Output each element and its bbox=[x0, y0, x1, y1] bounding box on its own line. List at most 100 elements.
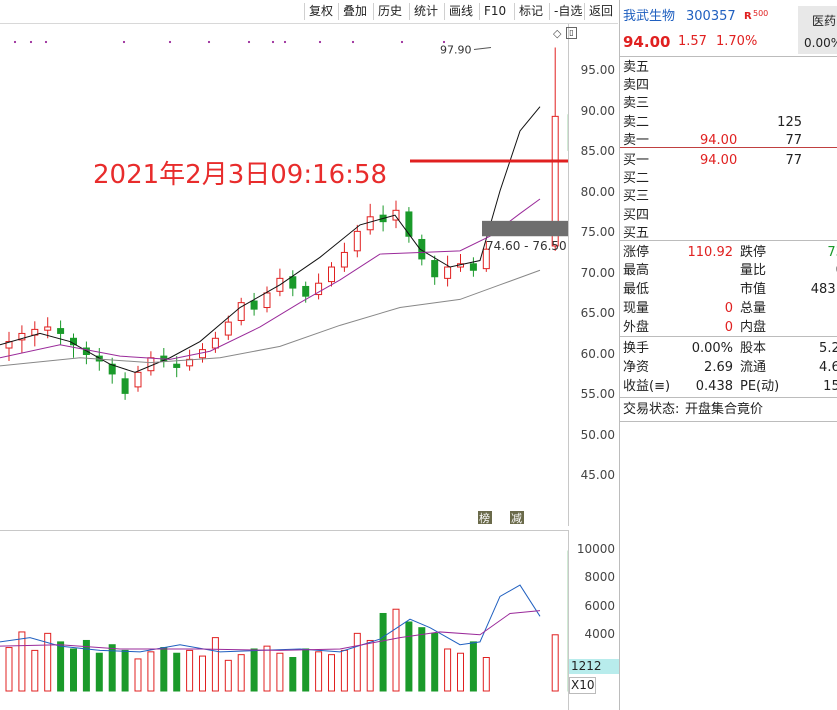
candle-body[interactable] bbox=[173, 363, 181, 368]
candle-body[interactable] bbox=[302, 285, 310, 297]
candle-body[interactable] bbox=[5, 341, 13, 349]
orderbook-row[interactable]: 卖四 bbox=[620, 77, 837, 95]
toolbar-button-6[interactable]: 标记 bbox=[514, 3, 547, 20]
stat-label: 现量 bbox=[623, 301, 650, 316]
volume-bar bbox=[95, 652, 103, 692]
volume-tick: 8000 bbox=[584, 570, 615, 585]
candle-body[interactable] bbox=[366, 216, 374, 231]
candle-body[interactable] bbox=[18, 332, 26, 341]
toolbar-button-0[interactable]: 复权 bbox=[304, 3, 337, 20]
volume-chart[interactable] bbox=[0, 530, 568, 696]
volume-axis: 10000 8000 6000 4000 1212 X10 bbox=[568, 530, 621, 710]
orderbook-label: 买二 bbox=[623, 171, 650, 187]
volume-bar bbox=[160, 647, 168, 692]
volume-bar bbox=[121, 649, 129, 692]
stat-label: 净资 bbox=[623, 360, 650, 375]
orderbook-row[interactable]: 买四 bbox=[620, 207, 837, 225]
toolbar-button-7[interactable]: -自选 bbox=[549, 3, 586, 20]
stat-value: 73. bbox=[827, 245, 837, 260]
marker-dot bbox=[247, 40, 251, 44]
orderbook-row[interactable]: 卖一 94.00 77 bbox=[620, 132, 837, 150]
high-marker-label: 97.90 bbox=[440, 44, 472, 57]
toolbar-button-2[interactable]: 历史 bbox=[373, 3, 406, 20]
volume-bar bbox=[328, 654, 335, 692]
stat-label: 最低 bbox=[623, 282, 650, 297]
toolbar-button-5[interactable]: F10 bbox=[479, 3, 510, 20]
candle-body[interactable] bbox=[418, 238, 426, 260]
candle-body[interactable] bbox=[224, 321, 232, 336]
candle-body[interactable] bbox=[328, 266, 335, 283]
sector-name: 医药 bbox=[812, 14, 837, 28]
r-tag: R bbox=[744, 11, 752, 22]
volume-bar bbox=[250, 648, 258, 692]
candle-body[interactable] bbox=[444, 266, 452, 279]
candle-body[interactable] bbox=[340, 251, 348, 268]
orderbook-label: 卖五 bbox=[623, 60, 650, 75]
orderbook-label: 买三 bbox=[623, 189, 650, 205]
event-badge[interactable]: 榜 bbox=[479, 511, 490, 525]
candle-body[interactable] bbox=[431, 260, 439, 278]
sector-box[interactable]: 医药 0.00% bbox=[798, 6, 837, 54]
toolbar-button-8[interactable]: 返回 bbox=[584, 3, 617, 20]
candle-body[interactable] bbox=[551, 115, 559, 247]
orderbook-label: 卖四 bbox=[623, 78, 650, 94]
candle-body[interactable] bbox=[57, 328, 65, 334]
candle-body[interactable] bbox=[315, 282, 323, 296]
volume-bar bbox=[302, 648, 310, 692]
toolbar-button-4[interactable]: 画线 bbox=[444, 3, 477, 20]
price-tick: 95.00 bbox=[580, 63, 615, 77]
candle-body[interactable] bbox=[392, 209, 400, 221]
toolbar-button-1[interactable]: 叠加 bbox=[338, 3, 371, 20]
orderbook-price: 94.00 bbox=[700, 132, 738, 148]
candle-body[interactable] bbox=[289, 276, 297, 289]
stats-row: 净资 2.69 流通 4.69 bbox=[620, 359, 837, 377]
candle-body[interactable] bbox=[147, 357, 155, 372]
candle-body[interactable] bbox=[44, 326, 52, 331]
orderbook-row[interactable]: 买一 94.00 77 bbox=[620, 152, 837, 170]
candle-body[interactable] bbox=[469, 263, 477, 271]
stock-name[interactable]: 我武生物 bbox=[623, 9, 676, 24]
orderbook-row[interactable]: 卖三 bbox=[620, 95, 837, 113]
volume-bar bbox=[353, 632, 361, 692]
volume-tick: 10000 bbox=[576, 542, 615, 556]
candle-body[interactable] bbox=[134, 371, 142, 388]
orderbook-label: 买四 bbox=[623, 207, 650, 223]
candle-body[interactable] bbox=[237, 302, 245, 321]
toolbar-button-3[interactable]: 统计 bbox=[409, 3, 442, 20]
candle-body[interactable] bbox=[108, 363, 116, 375]
volume-bar bbox=[366, 639, 374, 692]
timestamp-overlay: 2021年2月3日09:16:58 bbox=[93, 160, 388, 190]
orderbook-price: 94.00 bbox=[700, 153, 738, 168]
candle-body[interactable] bbox=[353, 230, 361, 252]
candlestick-chart[interactable]: 97.90 74.60 - 76.50 榜 减 bbox=[0, 24, 568, 526]
candle-body[interactable] bbox=[211, 337, 219, 349]
candle-body[interactable] bbox=[405, 211, 413, 237]
marker-dot bbox=[283, 40, 287, 44]
volume-bar bbox=[5, 647, 13, 692]
volume-bar bbox=[263, 645, 271, 692]
orderbook-row[interactable]: 卖五 bbox=[620, 59, 837, 77]
orderbook-row[interactable]: 卖二 125 bbox=[620, 114, 837, 132]
stat-label: 最高 bbox=[623, 263, 650, 278]
orderbook-row[interactable]: 买三 bbox=[620, 188, 837, 206]
stat-value: 0.438 bbox=[695, 379, 733, 394]
diamond-icon[interactable]: ◇ bbox=[553, 27, 562, 40]
volume-multiplier[interactable]: X10 bbox=[569, 677, 596, 694]
volume-bar bbox=[147, 651, 155, 692]
candle-body[interactable] bbox=[482, 248, 490, 270]
stat-label: PE(动) bbox=[740, 379, 780, 394]
orderbook-row[interactable]: 买五 bbox=[620, 225, 837, 243]
price-tick: 90.00 bbox=[580, 103, 615, 118]
event-badge-bg bbox=[510, 511, 524, 524]
candle-body[interactable] bbox=[263, 292, 271, 309]
stats-row: 换手 0.00% 股本 5.24 bbox=[620, 340, 837, 358]
marker-dot bbox=[400, 40, 404, 44]
volume-bar bbox=[211, 637, 219, 692]
orderbook-row[interactable]: 买二 bbox=[620, 170, 837, 188]
candle-body[interactable] bbox=[250, 300, 258, 310]
candle-body[interactable] bbox=[121, 378, 129, 394]
stock-code: 300357 bbox=[686, 9, 736, 24]
event-badge[interactable]: 减 bbox=[511, 512, 522, 525]
panel-toggle-icon[interactable]: ▯ bbox=[566, 27, 577, 39]
chart-toolbar: 复权 叠加 历史 统计 画线 F10 标记 -自选 返回 bbox=[0, 0, 618, 24]
